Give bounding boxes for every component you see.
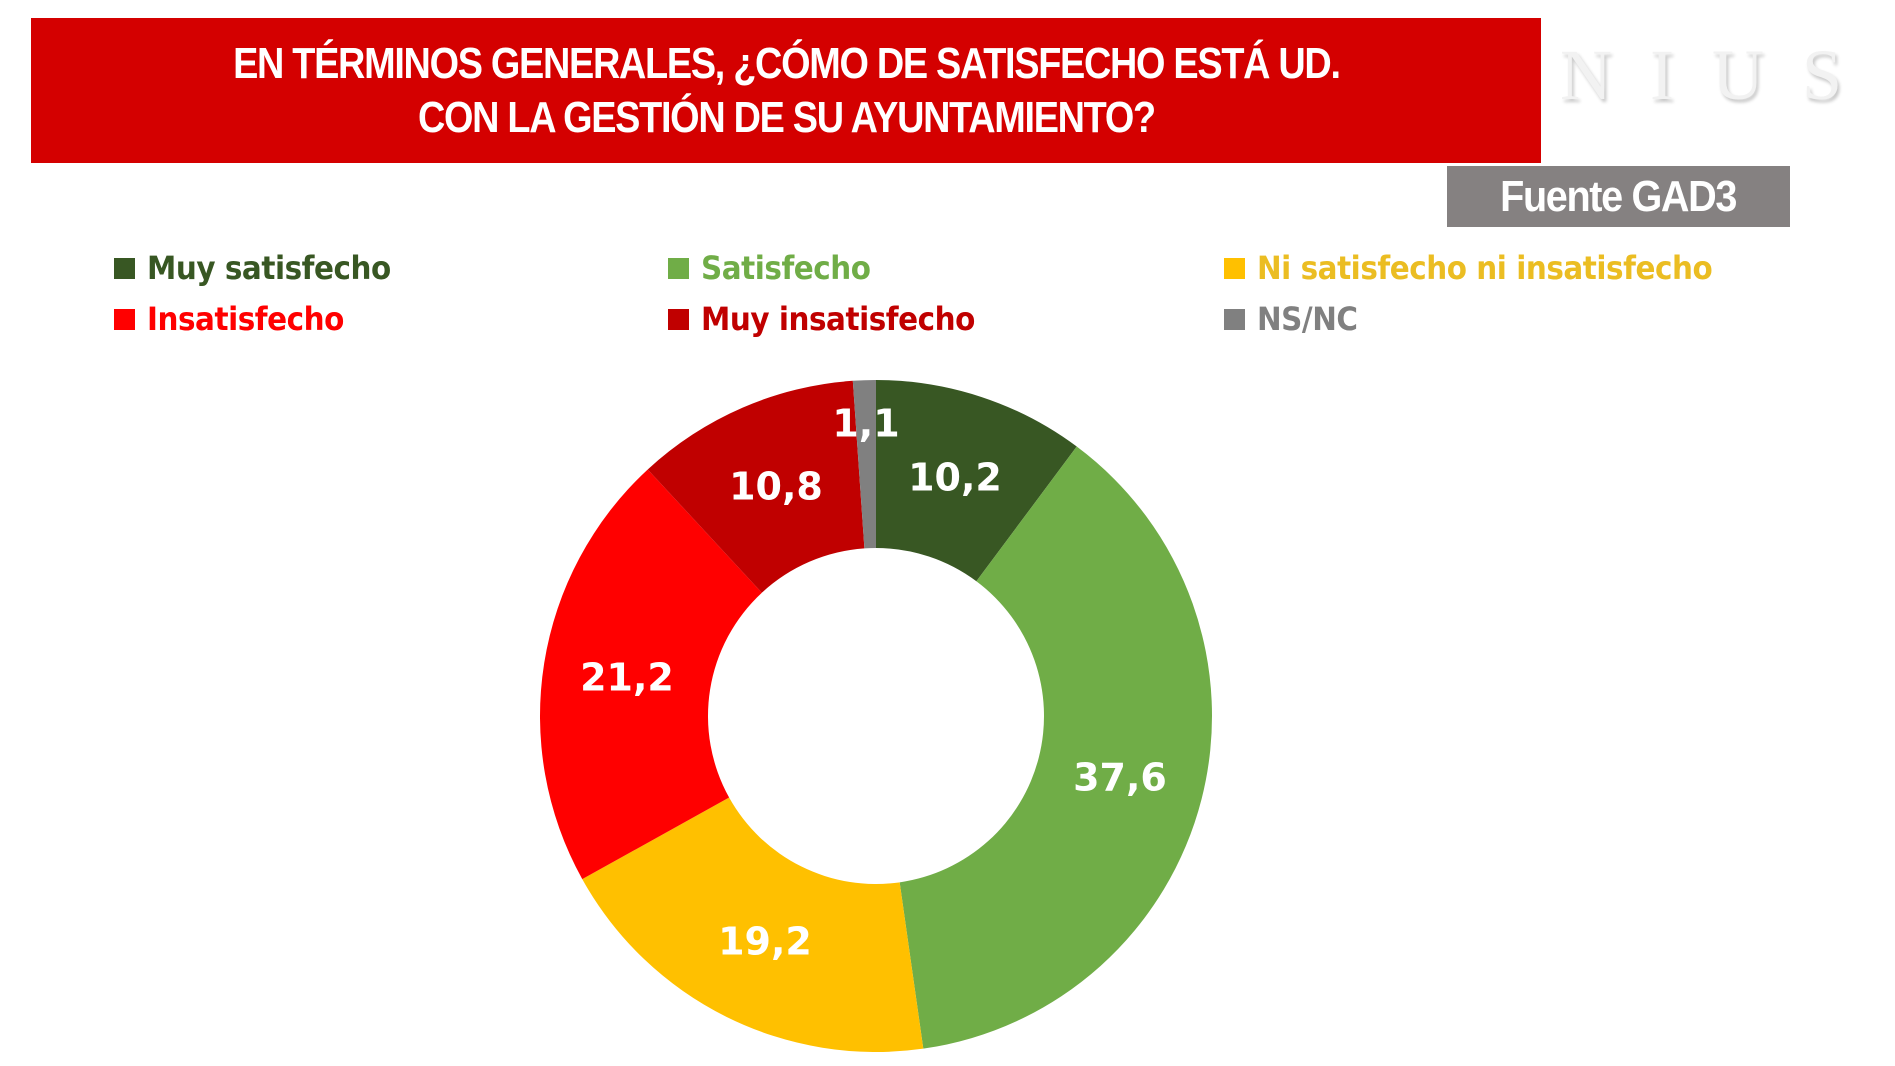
legend-label: Ni satisfecho ni insatisfecho	[1257, 249, 1713, 287]
legend-swatch-icon	[1224, 308, 1245, 330]
slice-label-nsnc: 1,1	[832, 402, 899, 446]
source-badge: Fuente GAD3	[1447, 166, 1790, 227]
legend-swatch-icon	[668, 257, 689, 279]
nius-watermark-logo: NIUS	[1560, 35, 1881, 115]
legend-swatch-icon	[114, 308, 135, 330]
legend-swatch-icon	[668, 308, 689, 330]
legend-item-satisfecho: Satisfecho	[668, 246, 885, 290]
legend-item-muy-insatisfecho: Muy insatisfecho	[668, 297, 999, 341]
slice-label-muy-satisfecho: 10,2	[908, 456, 1002, 500]
legend-label: Muy insatisfecho	[701, 300, 975, 338]
legend-label: Insatisfecho	[147, 300, 344, 338]
legend-item-ni-satisfecho-ni-insatisfecho: Ni satisfecho ni insatisfecho	[1224, 246, 1752, 290]
legend-label: NS/NC	[1257, 300, 1358, 338]
slice-label-muy-insatisfecho: 10,8	[729, 465, 823, 509]
legend-item-insatisfecho: Insatisfecho	[114, 297, 361, 341]
title-banner: EN TÉRMINOS GENERALES, ¿CÓMO DE SATISFEC…	[31, 18, 1541, 163]
slice-label-ni-ni: 19,2	[718, 920, 812, 964]
legend-label: Muy satisfecho	[147, 249, 391, 287]
legend-item-nsnc: NS/NC	[1224, 297, 1366, 341]
slice-label-satisfecho: 37,6	[1073, 756, 1167, 800]
donut-slice-insatisfecho	[540, 469, 762, 880]
donut-slice-muy-insatisfecho	[647, 380, 865, 593]
donut-slices	[540, 380, 1213, 1052]
legend-swatch-icon	[114, 257, 135, 279]
source-label: Fuente GAD3	[1500, 171, 1738, 221]
slice-label-insatisfecho: 21,2	[580, 656, 674, 700]
donut-slice-satisfecho	[899, 446, 1213, 1049]
donut-slice-nsnc	[852, 380, 876, 549]
donut-slice-ni-ni	[582, 797, 924, 1052]
donut-slice-muy-satisfecho	[876, 380, 1077, 582]
legend-swatch-icon	[1224, 257, 1245, 279]
legend-item-muy-satisfecho: Muy satisfecho	[114, 246, 412, 290]
chart-title: EN TÉRMINOS GENERALES, ¿CÓMO DE SATISFEC…	[232, 38, 1341, 142]
legend-label: Satisfecho	[701, 249, 871, 287]
donut-labels: 10,2 37,6 19,2 21,2 10,8 1,1	[580, 402, 1167, 964]
